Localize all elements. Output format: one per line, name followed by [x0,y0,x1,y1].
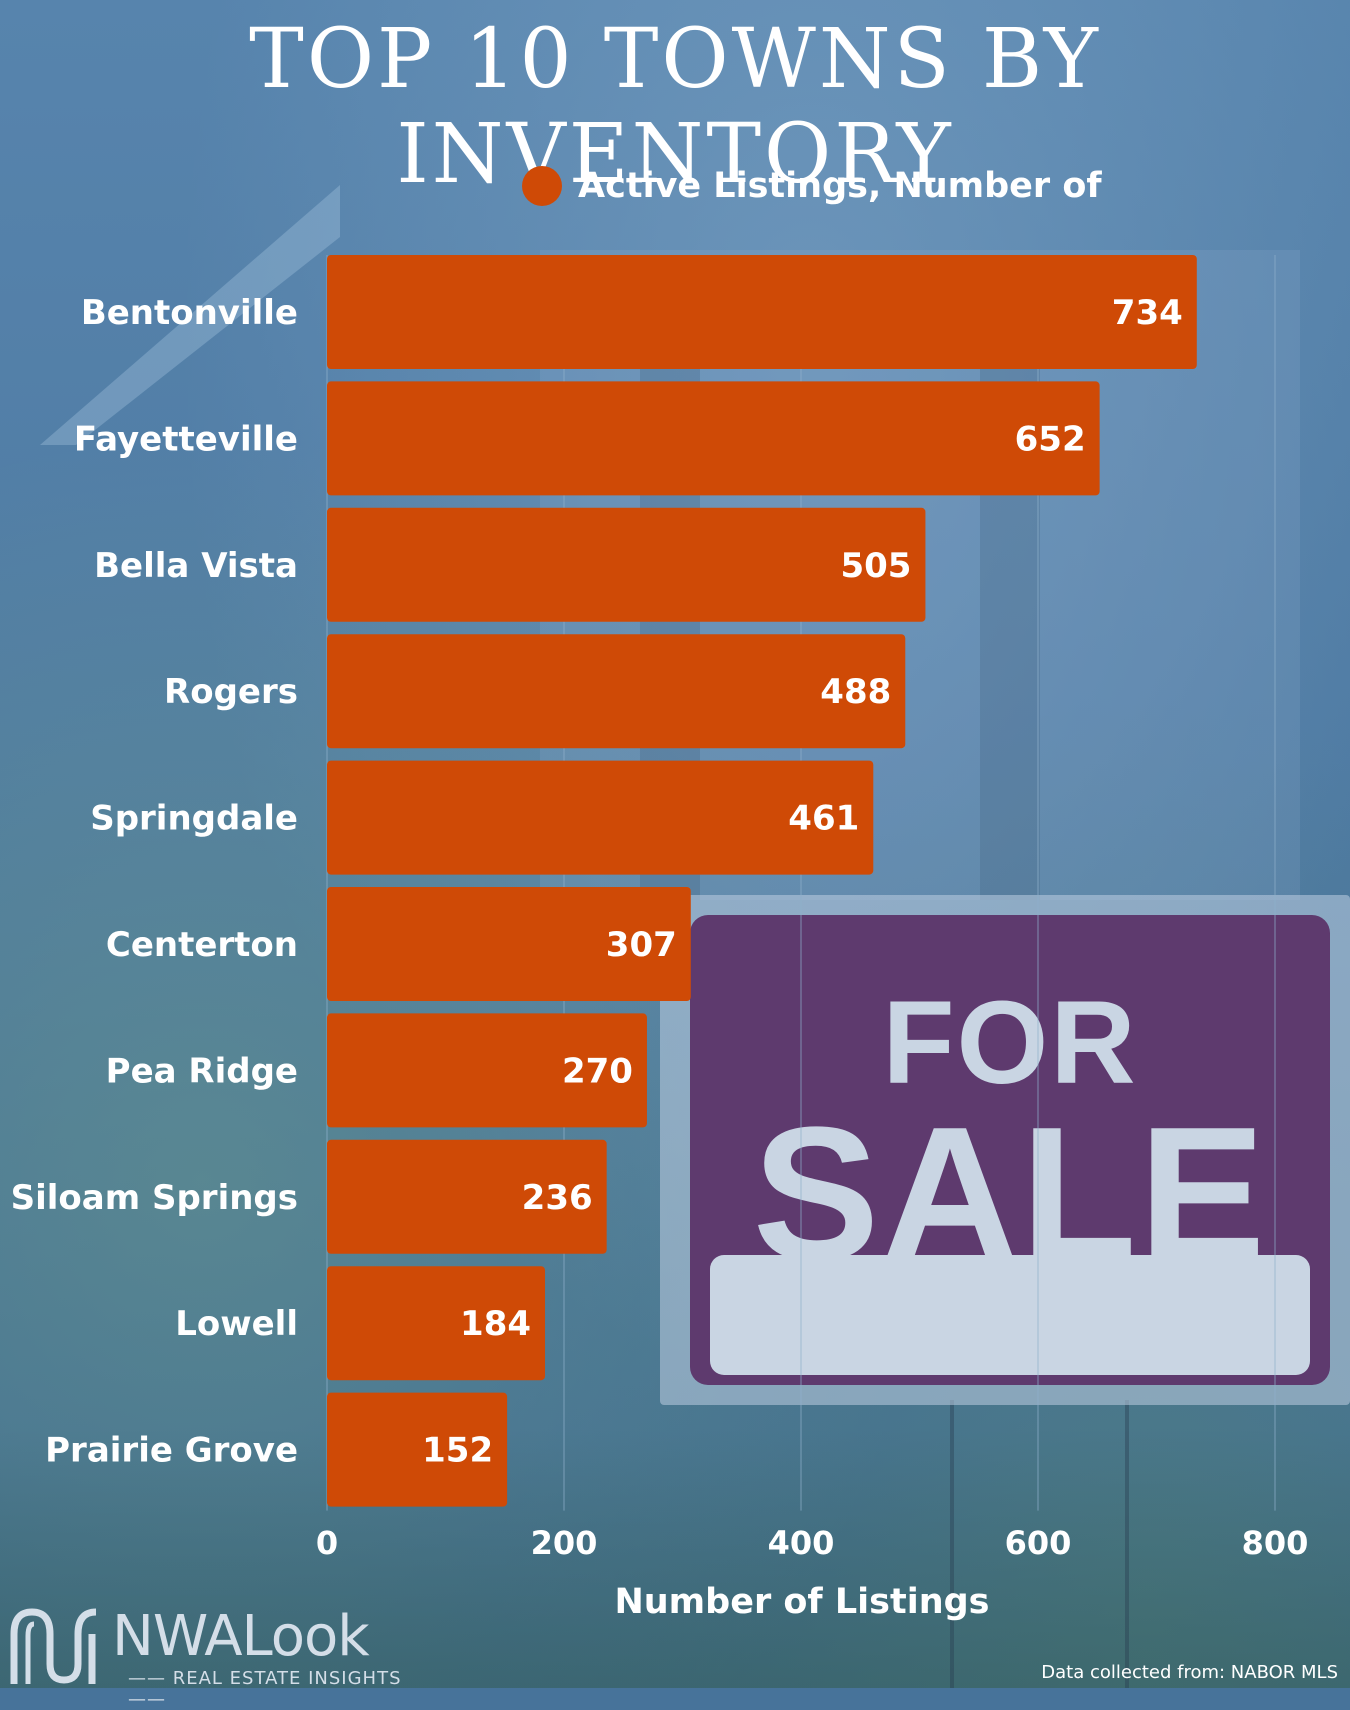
category-label: Pea Ridge [106,1051,298,1091]
bars [327,255,1197,1507]
category-label: Springdale [90,799,298,839]
x-axis-label: Number of Listings [614,1582,989,1622]
bar [327,1013,647,1128]
legend-swatch [522,166,562,206]
bar [327,760,874,875]
category-label: Fayetteville [74,419,298,459]
value-label: 184 [460,1304,531,1344]
value-label: 152 [422,1431,493,1471]
category-label: Bella Vista [94,546,298,586]
sign-for-text: FOR [882,977,1138,1109]
chart-title: TOP 10 TOWNS BY INVENTORY [249,12,1101,202]
sign-blank-box [710,1255,1310,1375]
bar [327,887,691,1001]
category-label: Centerton [106,925,298,965]
x-tick-labels: 0 200 400 600 800 [316,1524,1309,1562]
value-label: 307 [606,925,677,965]
value-label: 236 [522,1178,593,1218]
sign-stake [950,1400,954,1688]
category-labels: Bentonville Fayetteville Bella Vista Rogers… [11,293,298,1471]
x-tick-label: 200 [531,1524,598,1562]
category-label: Lowell [175,1304,298,1344]
category-label: Rogers [164,672,298,712]
x-tick-label: 800 [1242,1524,1309,1562]
value-label: 461 [788,799,859,839]
bar [327,1266,546,1381]
bar [327,255,1197,369]
x-tick-label: 600 [1005,1524,1072,1562]
value-label: 270 [562,1051,633,1091]
bar [327,381,1100,496]
category-label: Prairie Grove [45,1431,298,1471]
brand-name: NWALook [112,1604,370,1669]
x-tick-label: 400 [768,1524,835,1562]
value-label: 652 [1015,419,1086,459]
lawn-decoration [0,1428,1350,1688]
chart-legend: Active Listings, Number of [522,162,1102,210]
sign-stake [1125,1400,1129,1688]
brand-tagline-text: REAL ESTATE INSIGHTS [172,1668,402,1689]
bar [327,1139,607,1254]
data-source-note: Data collected from: NABOR MLS [1041,1662,1338,1683]
bar [327,634,906,749]
value-label: 488 [820,672,891,712]
value-label: 505 [840,546,911,586]
brand-tagline: —— REAL ESTATE INSIGHTS —— [128,1668,402,1710]
brand-logo: NWALook —— REAL ESTATE INSIGHTS —— [0,1600,420,1710]
category-label: Bentonville [81,293,298,333]
legend-label: Active Listings, Number of [578,166,1102,206]
bar [327,507,926,622]
category-label: Siloam Springs [11,1178,298,1218]
value-label: 734 [1112,293,1183,333]
value-labels: 734 652 505 488 461 307 270 236 184 152 [422,293,1183,1471]
nwalook-logo-icon [10,1608,97,1684]
for-sale-sign-panel: FOR SALE [690,915,1330,1385]
bar [327,1392,508,1507]
for-sale-sign: FOR SALE [660,895,1350,1405]
x-tick-label: 0 [316,1524,338,1562]
